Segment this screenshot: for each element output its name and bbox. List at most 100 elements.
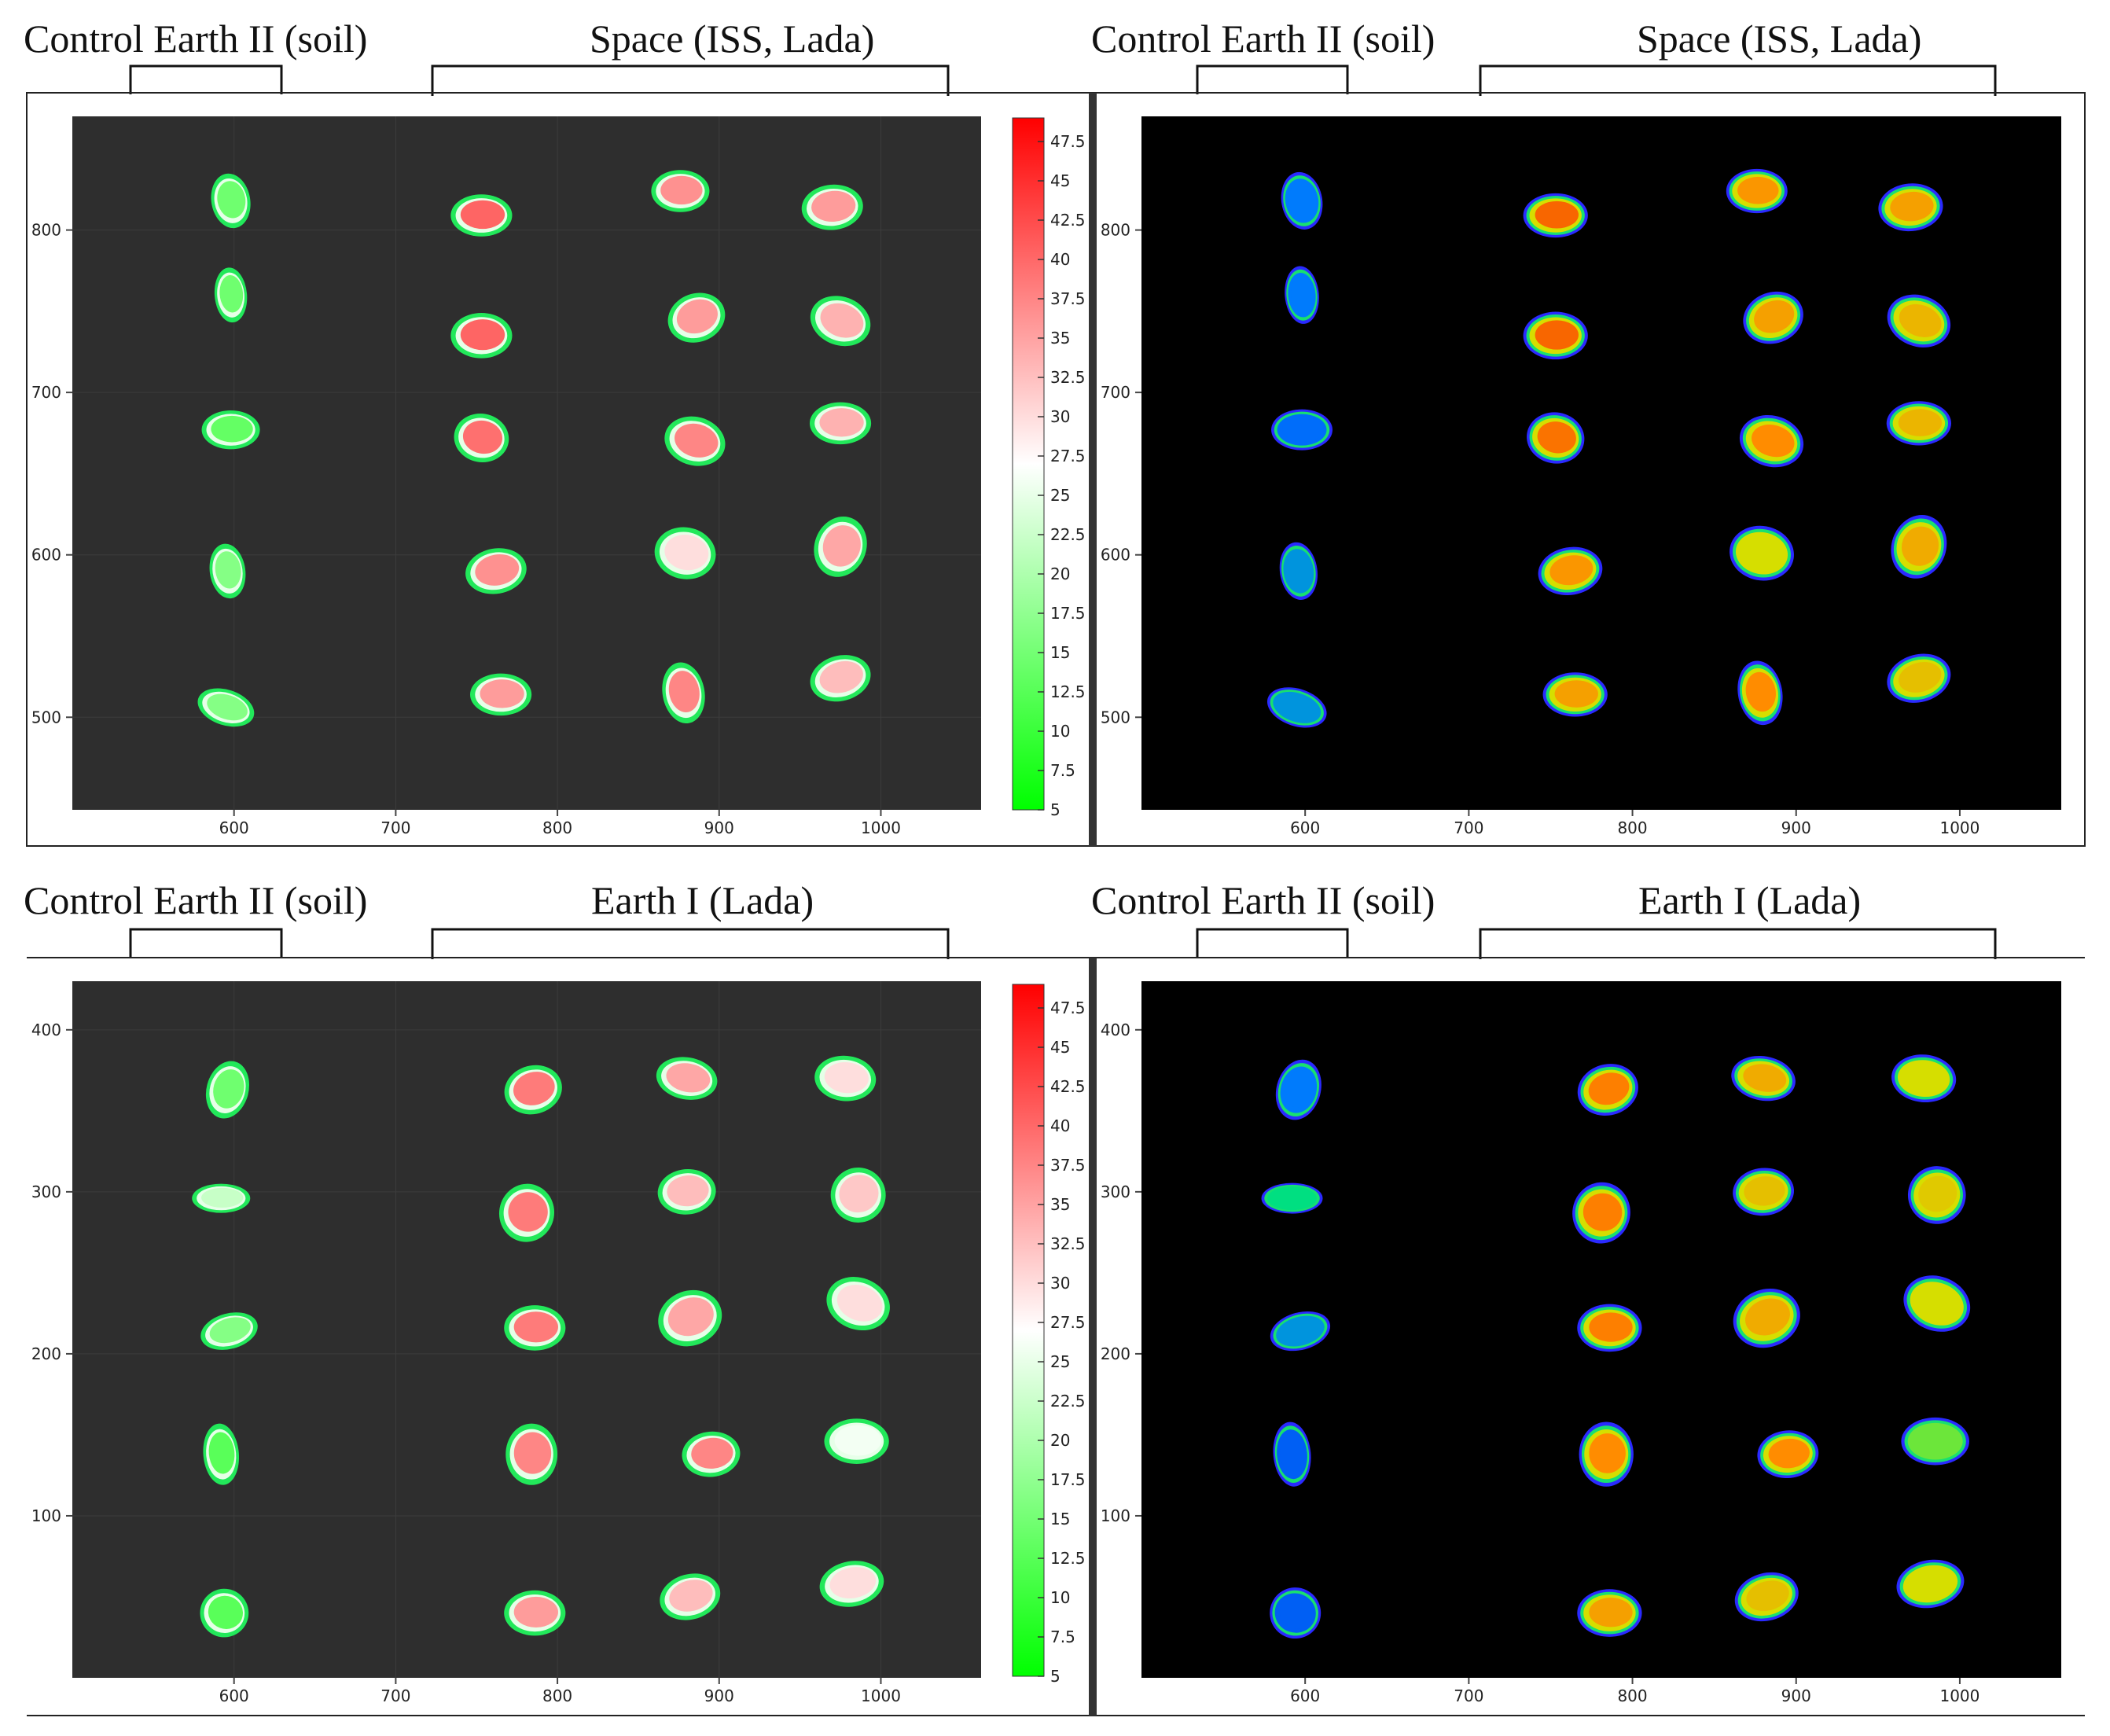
seed-core bbox=[1537, 421, 1576, 454]
colorbar-tick-label: 30 bbox=[1050, 407, 1070, 426]
y-tick-label: 400 bbox=[31, 1021, 61, 1039]
seed-core bbox=[1291, 276, 1314, 312]
seed-7 bbox=[1572, 1182, 1630, 1244]
x-tick-label: 600 bbox=[219, 1686, 249, 1705]
seed-core bbox=[1913, 1425, 1960, 1455]
seed-19 bbox=[1901, 1417, 1969, 1466]
seed-core bbox=[811, 190, 856, 223]
seed-core bbox=[1768, 1438, 1810, 1469]
x-tick-label: 800 bbox=[542, 1686, 572, 1705]
bracket-treated-right-bottom bbox=[1479, 928, 1997, 959]
seed-13 bbox=[1733, 1288, 1800, 1348]
colorbar-tick-label: 27.5 bbox=[1050, 447, 1086, 465]
heading-treated-right-bottom: Earth I (Lada) bbox=[1638, 878, 1861, 922]
seed-core bbox=[839, 1175, 879, 1213]
seed-19 bbox=[824, 1418, 889, 1464]
seed-core bbox=[513, 1432, 552, 1474]
seed-4 bbox=[209, 543, 246, 599]
colorbar-bottom bbox=[1012, 984, 1045, 1677]
x-tick-label: 1000 bbox=[1939, 818, 1980, 837]
colorbar-tick-label: 45 bbox=[1050, 171, 1070, 190]
seed-core bbox=[1589, 1433, 1626, 1473]
y-tick-label: 200 bbox=[31, 1344, 61, 1363]
seed-core bbox=[1743, 1064, 1787, 1092]
y-axis-bottom-left: 100 200 300 400 bbox=[31, 1021, 72, 1525]
seed-core bbox=[208, 1432, 235, 1474]
seed-core bbox=[1278, 694, 1318, 720]
seed-core bbox=[215, 551, 241, 589]
seed-core bbox=[460, 319, 505, 351]
seed-6 bbox=[450, 194, 513, 237]
seed-core bbox=[1582, 1193, 1623, 1231]
seed-core bbox=[666, 1063, 711, 1093]
seed-11 bbox=[656, 1057, 718, 1100]
colorbar-tick-label: 37.5 bbox=[1050, 1156, 1086, 1175]
x-axis-top-right: 600 700 800 900 1000 bbox=[1290, 810, 1980, 837]
seed-core bbox=[217, 181, 246, 219]
colorbar-tick-label: 5 bbox=[1050, 800, 1061, 819]
seed-1 bbox=[211, 173, 251, 229]
colorbar-tick-label: 47.5 bbox=[1050, 132, 1086, 151]
seed-16 bbox=[801, 184, 863, 230]
y-axis-top-left: 500 600 700 800 bbox=[31, 221, 72, 726]
seed-12 bbox=[657, 1168, 716, 1215]
seed-15 bbox=[1734, 1572, 1799, 1622]
seed-core bbox=[667, 1175, 709, 1207]
y-tick-label: 300 bbox=[1101, 1182, 1130, 1201]
seed-18 bbox=[826, 1277, 890, 1331]
y-tick-label: 100 bbox=[1101, 1506, 1130, 1525]
seed-8 bbox=[1527, 412, 1585, 464]
y-tick-label: 800 bbox=[31, 221, 61, 240]
seed-12 bbox=[1733, 1168, 1795, 1216]
y-tick-label: 500 bbox=[1101, 708, 1130, 726]
seeds-top-left bbox=[197, 170, 872, 727]
bracket-control-right bbox=[1196, 64, 1349, 94]
seed-12 bbox=[1743, 291, 1803, 344]
colorbar-tick-label: 17.5 bbox=[1050, 1470, 1086, 1489]
bracket-treated-left-bottom bbox=[431, 928, 950, 959]
seed-20 bbox=[1896, 1559, 1965, 1609]
seed-core bbox=[209, 1317, 251, 1344]
seed-17 bbox=[830, 1168, 886, 1223]
seed-17 bbox=[1907, 1166, 1966, 1224]
bracket-control-right-bottom bbox=[1196, 928, 1349, 958]
seed-core bbox=[1281, 1318, 1322, 1343]
heading-treated-right: Space (ISS, Lada) bbox=[1637, 17, 1921, 61]
seed-core bbox=[829, 1567, 877, 1599]
x-axis-bottom-right: 600 700 800 900 1000 bbox=[1290, 1678, 1980, 1705]
seed-core bbox=[1909, 1568, 1954, 1598]
seed-core bbox=[1890, 191, 1934, 222]
y-tick-label: 600 bbox=[31, 546, 61, 565]
seed-15 bbox=[660, 1573, 721, 1620]
colorbar-tick-label: 20 bbox=[1050, 1431, 1070, 1450]
seed-8 bbox=[504, 1305, 566, 1351]
seed-4 bbox=[203, 1423, 240, 1485]
colorbar-tick-label: 15 bbox=[1050, 643, 1070, 662]
seed-14 bbox=[1757, 1430, 1819, 1479]
seed-11 bbox=[1726, 168, 1788, 214]
seed-3 bbox=[1270, 1311, 1331, 1352]
colorbar-tick-label: 37.5 bbox=[1050, 289, 1086, 308]
x-tick-label: 900 bbox=[1781, 818, 1811, 837]
seed-core bbox=[1916, 1285, 1961, 1322]
seed-core bbox=[819, 408, 864, 437]
seed-core bbox=[460, 200, 505, 230]
y-axis-top-right: 500 600 700 800 bbox=[1101, 221, 1141, 726]
seed-8 bbox=[1577, 1304, 1642, 1352]
colorbar-tick-label: 7.5 bbox=[1050, 761, 1075, 780]
seed-19 bbox=[1891, 514, 1947, 579]
colorbar-ticks-top: 5 7.5 10 12.5 15 17.5 20 22.5 25 27.5 30 32.5 35 37.5… bbox=[1038, 132, 1086, 819]
seed-18 bbox=[809, 402, 872, 445]
seed-core bbox=[1549, 555, 1594, 586]
seed-core bbox=[1279, 1596, 1314, 1629]
seed-core bbox=[836, 1285, 883, 1322]
seed-10 bbox=[1542, 672, 1608, 717]
seed-core bbox=[1588, 1072, 1630, 1105]
seed-core bbox=[824, 1061, 869, 1094]
y-tick-label: 300 bbox=[31, 1182, 61, 1201]
x-tick-label: 700 bbox=[380, 818, 410, 837]
seed-2 bbox=[214, 267, 248, 323]
seed-17 bbox=[1887, 294, 1951, 348]
seed-core bbox=[462, 420, 503, 454]
colorbar-ticks-bottom: 5 7.5 10 12.5 15 17.5 20 22.5 25 27.5 30 32.5 35 37.5… bbox=[1038, 999, 1086, 1686]
